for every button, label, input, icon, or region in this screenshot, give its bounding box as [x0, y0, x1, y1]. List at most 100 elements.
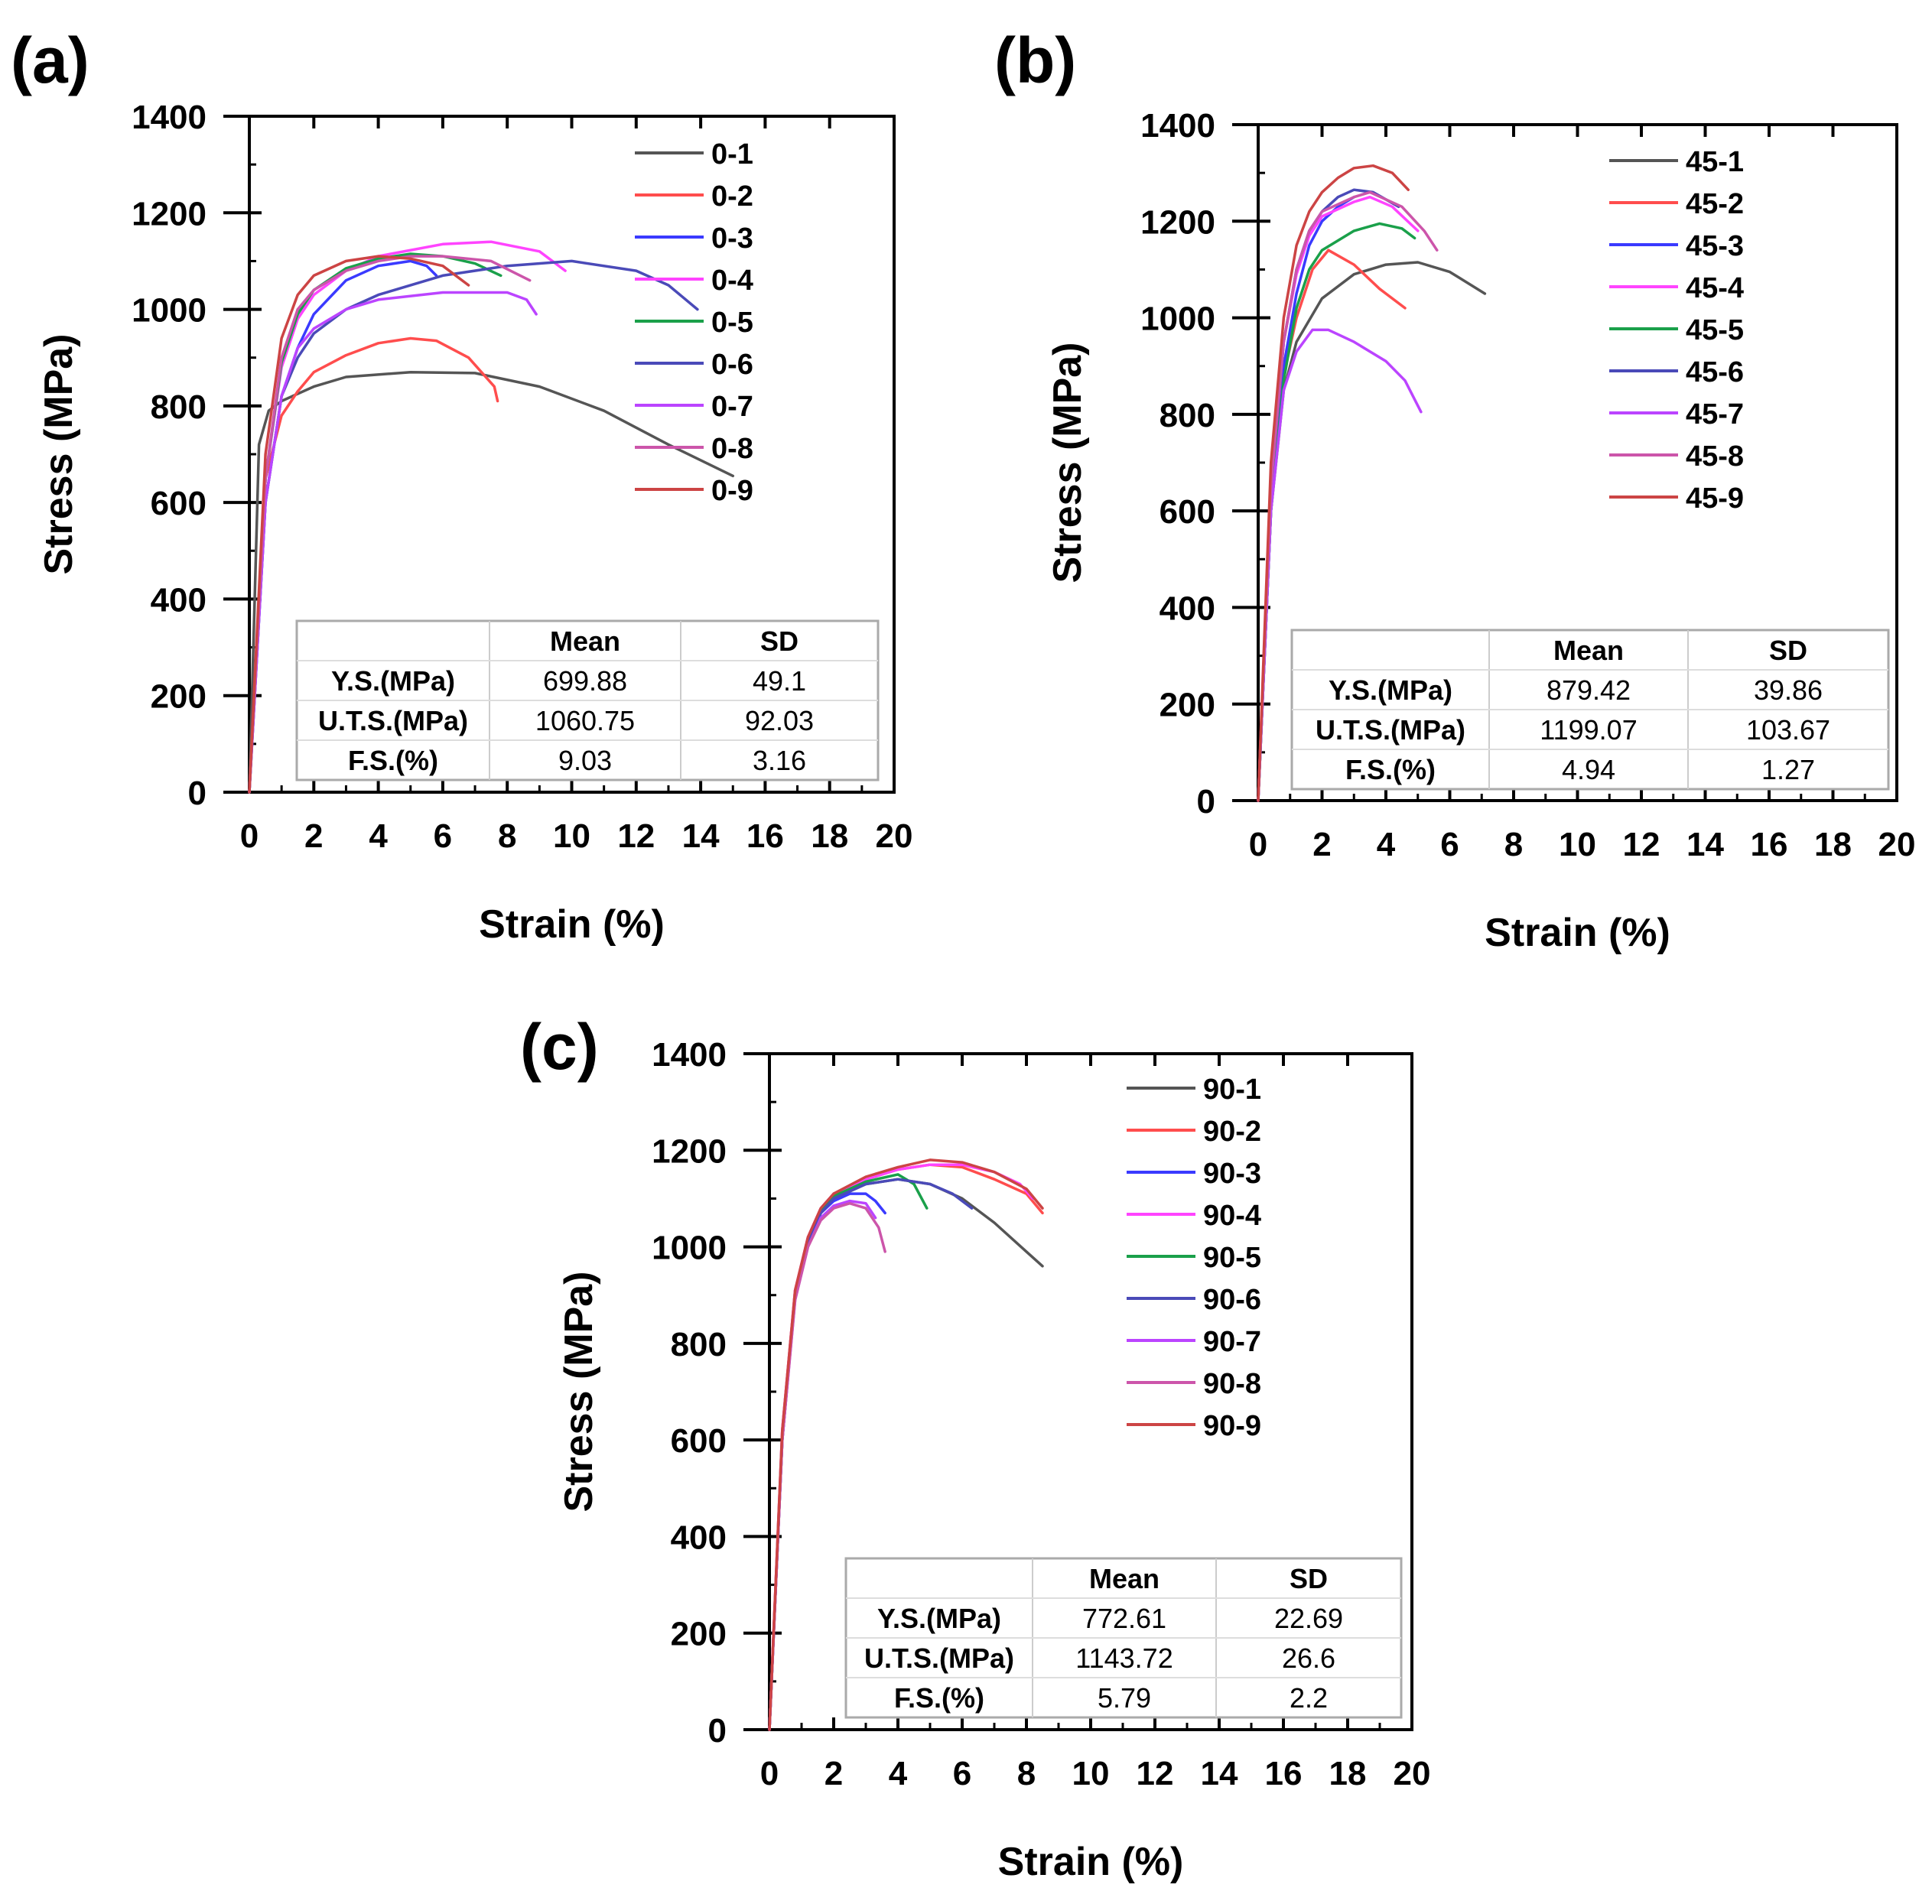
table-cell: 92.03 [745, 705, 814, 736]
table-cell: 4.94 [1562, 754, 1615, 785]
y-tick-label: 400 [1160, 590, 1215, 627]
stats-table: Mean SD Y.S.(MPa) 879.42 39.86 U.T.S.(MPa) 119… [1290, 629, 1890, 791]
legend-label: 45-4 [1686, 272, 1744, 304]
table-header-cell: SD [1290, 1563, 1328, 1594]
table-cell: 699.88 [543, 665, 627, 697]
x-tick-label: 8 [498, 817, 516, 855]
x-tick-label: 14 [1686, 826, 1724, 863]
legend-label: 0-5 [711, 307, 753, 339]
x-tick-label: 16 [1751, 826, 1788, 863]
table-cell: 9.03 [558, 745, 612, 776]
table-cell: Y.S.(MPa) [877, 1603, 1001, 1634]
x-tick-label: 14 [682, 817, 720, 855]
legend-label: 45-1 [1686, 146, 1744, 178]
y-tick-label: 1400 [1140, 107, 1215, 145]
panel-label: (b) [994, 24, 1076, 96]
table-header-cell: Mean [1553, 635, 1624, 666]
legend-label: 0-2 [711, 180, 753, 213]
legend-label: 90-4 [1203, 1200, 1261, 1232]
table-cell: 1143.72 [1075, 1642, 1173, 1674]
legend-label: 45-9 [1686, 482, 1744, 515]
table-cell: F.S.(%) [348, 745, 438, 776]
x-tick-label: 6 [953, 1755, 971, 1792]
y-tick-label: 600 [151, 485, 207, 522]
table-cell: 1199.07 [1540, 714, 1637, 746]
panel-1: (b)0 2 4 6 8 10 12 14 16 18 2002004006008001000120… [994, 24, 1915, 955]
x-tick-label: 2 [304, 817, 323, 855]
x-axis-title: Strain (%) [479, 902, 665, 947]
y-tick-label: 1200 [652, 1132, 727, 1170]
legend-label: 45-6 [1686, 356, 1744, 388]
y-axis-title: Stress (MPa) [1046, 343, 1090, 583]
y-tick-label: 800 [1160, 397, 1215, 434]
series-line-45-8 [1257, 190, 1439, 802]
x-tick-label: 20 [1878, 826, 1916, 863]
x-tick-label: 0 [760, 1755, 779, 1792]
x-tick-label: 6 [1440, 826, 1459, 863]
x-tick-label: 8 [1017, 1755, 1036, 1792]
legend-label: 45-3 [1686, 230, 1744, 262]
x-tick-label: 12 [617, 817, 655, 855]
y-axis-title: Stress (MPa) [557, 1272, 601, 1512]
x-tick-label: 2 [1312, 826, 1331, 863]
series-line-0-2 [248, 336, 499, 794]
series-line-90-9 [768, 1158, 1044, 1731]
legend-label: 0-4 [711, 265, 753, 297]
y-tick-label: 400 [671, 1519, 727, 1556]
x-tick-label: 4 [369, 817, 388, 855]
table-cell: 26.6 [1282, 1642, 1335, 1674]
x-tick-label: 12 [1623, 826, 1660, 863]
series-line-45-9 [1257, 164, 1410, 802]
y-tick-label: 1000 [132, 292, 207, 330]
legend-label: 45-8 [1686, 440, 1744, 473]
legend-label: 0-9 [711, 475, 753, 507]
x-axis-title: Strain (%) [1485, 911, 1670, 955]
series-line-0-9 [248, 255, 470, 794]
x-tick-label: 14 [1201, 1755, 1238, 1792]
y-tick-label: 1200 [1140, 203, 1215, 241]
x-tick-label: 0 [240, 817, 259, 855]
legend-label: 0-1 [711, 138, 753, 171]
y-axis-title: Stress (MPa) [37, 334, 81, 575]
legend-label: 90-1 [1203, 1074, 1261, 1106]
x-tick-label: 12 [1137, 1755, 1174, 1792]
panel-label: (a) [11, 24, 89, 96]
table-cell: U.T.S.(MPa) [318, 705, 468, 736]
legend-label: 0-3 [711, 223, 753, 255]
table-cell: Y.S.(MPa) [1329, 674, 1452, 706]
table-cell: Y.S.(MPa) [331, 665, 455, 697]
y-tick-label: 1400 [132, 99, 207, 136]
y-tick-label: 200 [1160, 687, 1215, 724]
x-tick-label: 18 [811, 817, 848, 855]
table-header-cell: SD [1769, 635, 1807, 666]
x-tick-label: 4 [889, 1755, 908, 1792]
legend-label: 90-3 [1203, 1158, 1261, 1190]
y-tick-label: 1000 [1140, 301, 1215, 338]
x-tick-label: 6 [434, 817, 452, 855]
table-cell: U.T.S.(MPa) [864, 1642, 1014, 1674]
panel-0: (a)0 2 4 6 8 10 12 14 16 18 2002004006008001000120… [11, 24, 912, 947]
y-tick-label: 0 [188, 775, 207, 812]
table-header-cell: Mean [1089, 1563, 1160, 1594]
table-cell: F.S.(%) [1345, 754, 1436, 785]
legend-label: 90-5 [1203, 1242, 1261, 1274]
x-tick-label: 8 [1504, 826, 1523, 863]
y-tick-label: 600 [1160, 493, 1215, 531]
table-cell: 103.67 [1746, 714, 1830, 746]
x-tick-label: 16 [746, 817, 784, 855]
x-tick-label: 16 [1265, 1755, 1303, 1792]
table-cell: 1060.75 [535, 705, 635, 736]
table-header-cell: Mean [550, 625, 620, 657]
table-cell: F.S.(%) [894, 1682, 984, 1714]
panel-2: (c)0 2 4 6 8 10 12 14 16 18 2002004006008001000120… [520, 1011, 1430, 1884]
y-tick-label: 200 [671, 1616, 727, 1653]
table-cell: U.T.S.(MPa) [1316, 714, 1465, 746]
legend-label: 0-6 [711, 349, 753, 381]
x-tick-label: 4 [1377, 826, 1396, 863]
y-tick-label: 1400 [652, 1036, 727, 1074]
legend-label: 90-9 [1203, 1410, 1261, 1442]
table-cell: 5.79 [1098, 1682, 1151, 1714]
y-tick-label: 400 [151, 581, 207, 619]
table-cell: 879.42 [1547, 674, 1631, 706]
table-cell: 49.1 [753, 665, 806, 697]
